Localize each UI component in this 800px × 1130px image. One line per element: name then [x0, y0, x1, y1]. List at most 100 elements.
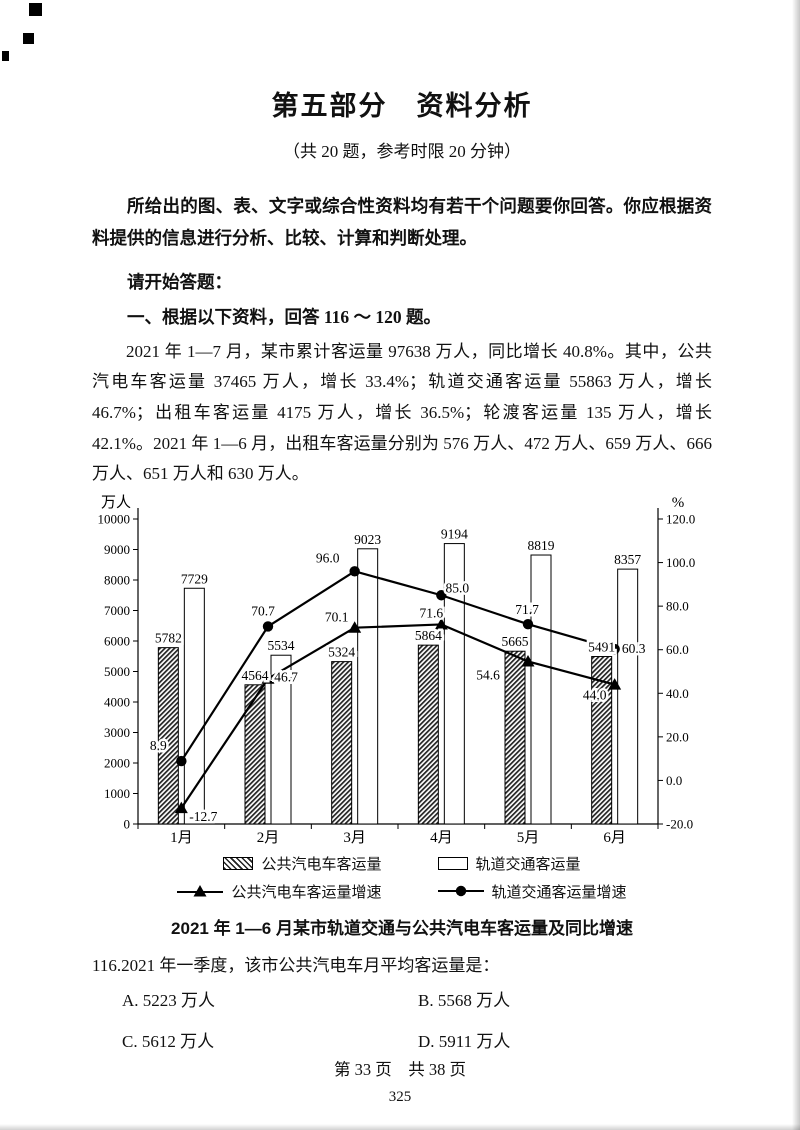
option-d: D. 5911 万人: [418, 1027, 712, 1052]
option-a: A. 5223 万人: [122, 986, 418, 1011]
option-label: B.: [418, 990, 434, 1010]
svg-text:5665: 5665: [502, 634, 529, 649]
combo-chart: 万人% 0 1000 2000 3000 4000 5000 6000 7000 8000 9000…: [92, 494, 712, 939]
svg-text:7729: 7729: [181, 571, 208, 586]
instructions-paragraph: 所给出的图、表、文字或综合性资料均有若干个问题要你回答。你应根据资料提供的信息进…: [92, 196, 712, 249]
svg-text:60.3: 60.3: [622, 641, 646, 656]
section-title: 第五部分 资料分析: [271, 91, 533, 121]
option-label: C.: [122, 1031, 138, 1051]
svg-text:8.9: 8.9: [150, 738, 167, 753]
option-c: C. 5612 万人: [122, 1027, 418, 1052]
svg-text:0.0: 0.0: [666, 773, 682, 788]
svg-text:5782: 5782: [155, 630, 182, 645]
registration-mark: [29, 3, 42, 16]
svg-text:0: 0: [124, 816, 131, 831]
question-116: 116.2021 年一季度，该市公共汽电车月平均客运量是：: [92, 951, 712, 976]
svg-text:85.0: 85.0: [446, 580, 470, 595]
svg-text:4月: 4月: [430, 830, 453, 846]
svg-text:46.7: 46.7: [274, 669, 298, 684]
question-text: 2021 年一季度，该市公共汽电车月平均客运量是：: [121, 955, 500, 975]
value-labels: 5782 4564 5324 5864 5665 5491 7729 5534 9023 9194…: [147, 524, 648, 827]
svg-text:6月: 6月: [603, 830, 626, 846]
page-content: 第五部分 资料分析 （共 20 题，参考时限 20 分钟） 所给出的图、表、文字…: [92, 91, 712, 1052]
svg-text:1月: 1月: [170, 830, 193, 846]
svg-text:80.0: 80.0: [666, 598, 689, 613]
svg-text:5324: 5324: [328, 644, 355, 659]
section-subtitle: （共 20 题，参考时限 20 分钟）: [283, 142, 521, 161]
svg-text:9194: 9194: [441, 526, 468, 541]
option-text: 5223 万人: [142, 990, 216, 1010]
material-passage: 2021 年 1—7 月，某市累计客运量 97638 万人，同比增长 40.8%…: [92, 341, 712, 484]
svg-text:8819: 8819: [528, 538, 555, 553]
option-text: 5612 万人: [141, 1031, 215, 1051]
svg-text:4564: 4564: [242, 668, 269, 683]
legend-item-bus-growth: 公共汽电车客运量增速: [177, 881, 382, 902]
svg-text:60.0: 60.0: [666, 642, 689, 657]
svg-text:9023: 9023: [354, 532, 381, 547]
material-heading: 一、根据以下资料，回答 116 ～ 120 题。: [127, 306, 442, 327]
legend-label: 轨道交通客运量: [475, 856, 581, 873]
legend-label: 公共汽电车客运量增速: [231, 884, 382, 901]
options-grid: A. 5223 万人 B. 5568 万人 C. 5612 万人 D. 5911…: [122, 986, 712, 1052]
option-label: A.: [122, 990, 139, 1010]
svg-text:20.0: 20.0: [666, 729, 689, 744]
option-b: B. 5568 万人: [418, 986, 712, 1011]
svg-text:-20.0: -20.0: [666, 816, 693, 831]
svg-text:3000: 3000: [104, 725, 130, 740]
svg-text:-12.7: -12.7: [189, 809, 217, 824]
category-labels: 1月 2月 3月 4月 5月 6月: [170, 830, 626, 846]
svg-text:120.0: 120.0: [666, 511, 695, 526]
chart-canvas: 万人 % 0 1000 2000 3000 4000 5000 6000 7000 8000 9000…: [98, 494, 696, 846]
svg-text:6000: 6000: [104, 633, 130, 648]
legend-item-bus-volume: 公共汽电车客运量: [223, 853, 382, 874]
svg-text:96.0: 96.0: [316, 550, 340, 565]
chart-caption: 2021 年 1—6 月某市轨道交通与公共汽电车客运量及同比增速: [171, 918, 633, 938]
bar-series-bus: [157, 644, 613, 825]
option-text: 5911 万人: [438, 1031, 511, 1051]
circle-line-swatch-icon: [437, 886, 484, 897]
svg-text:2000: 2000: [104, 755, 130, 770]
legend-row: 公共汽电车客运量 轨道交通客运量: [92, 853, 712, 874]
svg-text:5864: 5864: [415, 628, 442, 643]
svg-text:10000: 10000: [98, 511, 131, 526]
svg-text:%: %: [672, 495, 685, 511]
svg-text:1000: 1000: [104, 786, 130, 801]
svg-text:4000: 4000: [104, 694, 130, 709]
triangle-line-swatch-icon: [177, 885, 224, 897]
scan-page-number: 325: [388, 1089, 412, 1105]
svg-text:8357: 8357: [614, 552, 641, 567]
svg-text:万人: 万人: [101, 494, 131, 511]
svg-text:70.7: 70.7: [251, 603, 275, 618]
white-bar-swatch-icon: [437, 856, 468, 870]
option-label: D.: [418, 1031, 435, 1051]
registration-mark: [23, 33, 34, 44]
line-series: [174, 565, 622, 813]
legend-label: 公共汽电车客运量: [261, 856, 382, 873]
svg-text:7000: 7000: [104, 603, 130, 618]
svg-text:40.0: 40.0: [666, 686, 689, 701]
registration-mark: [2, 51, 9, 61]
right-axis-ticks: -20.0 0.0 20.0 40.0 60.0 80.0 100.0 120.0: [658, 511, 695, 831]
legend-item-rail-volume: 轨道交通客运量: [437, 853, 581, 874]
svg-text:71.7: 71.7: [515, 602, 539, 617]
scan-edge-shadow: [792, 0, 800, 1130]
question-number: 116.: [92, 955, 122, 975]
svg-text:5534: 5534: [268, 638, 295, 653]
svg-text:5000: 5000: [104, 664, 130, 679]
scan-edge-shadow: [0, 1124, 800, 1130]
svg-text:44.0: 44.0: [583, 687, 607, 702]
svg-text:5月: 5月: [517, 830, 540, 846]
hatched-bar-swatch-icon: [223, 856, 254, 870]
legend-label: 轨道交通客运量增速: [491, 884, 627, 901]
svg-text:9000: 9000: [104, 542, 130, 557]
svg-text:100.0: 100.0: [666, 555, 695, 570]
svg-text:71.6: 71.6: [420, 605, 444, 620]
svg-text:8000: 8000: [104, 572, 130, 587]
legend-row: 公共汽电车客运量增速 轨道交通客运量增速: [92, 881, 712, 902]
svg-text:70.1: 70.1: [325, 609, 349, 624]
start-prompt: 请开始答题：: [127, 271, 232, 292]
svg-text:2月: 2月: [257, 830, 280, 846]
svg-text:54.6: 54.6: [476, 667, 500, 682]
svg-text:5491: 5491: [588, 639, 615, 654]
